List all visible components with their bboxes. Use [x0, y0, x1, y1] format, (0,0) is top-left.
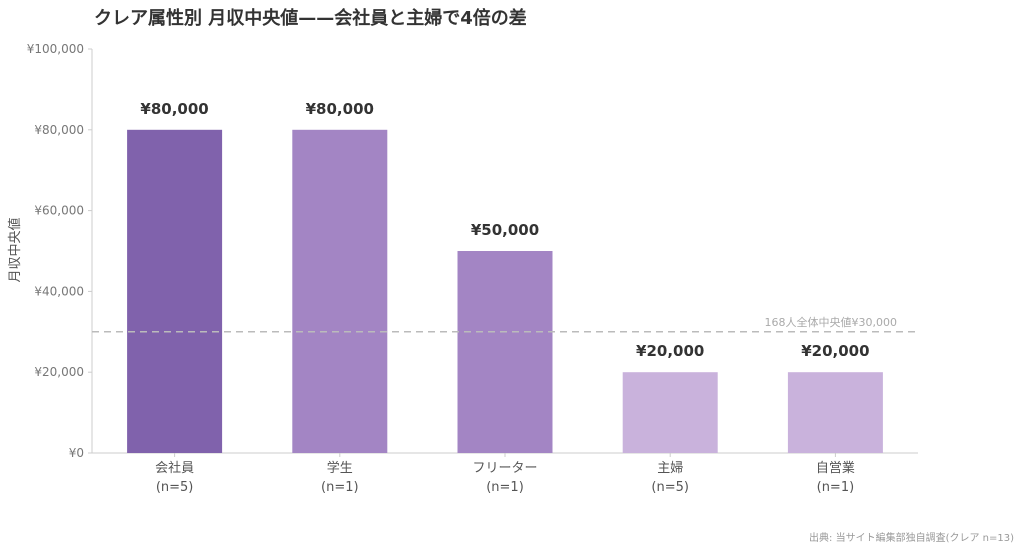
bar — [127, 129, 223, 454]
source-note: 出典: 当サイト編集部独自調査(クレア n=13) — [809, 533, 1014, 544]
y-tick-label: ¥20,000 — [34, 365, 84, 379]
bar-value-label: ¥80,000 — [140, 100, 208, 118]
x-tick-label: 主婦 — [657, 460, 683, 476]
bar — [622, 372, 718, 453]
y-tick-label: ¥80,000 — [34, 123, 84, 137]
x-tick-sublabel: (n=1) — [486, 480, 524, 495]
y-tick-label: ¥40,000 — [34, 284, 84, 298]
x-tick-label: 学生 — [327, 460, 353, 476]
y-tick-label: ¥60,000 — [34, 204, 84, 218]
bar-value-label: ¥50,000 — [471, 221, 539, 239]
bar — [292, 129, 388, 454]
x-tick-sublabel: (n=1) — [817, 480, 855, 495]
bar — [457, 251, 553, 453]
y-tick-label: ¥0 — [69, 446, 84, 460]
bar-value-label: ¥20,000 — [636, 342, 704, 360]
chart-title: クレア属性別 月収中央値——会社員と主婦で4倍の差 — [94, 8, 527, 29]
y-tick-label: ¥100,000 — [27, 42, 84, 56]
x-tick-label: フリーター — [472, 461, 537, 476]
bar — [787, 372, 883, 453]
reference-line-label: 168人全体中央値¥30,000 — [765, 315, 897, 329]
bar-value-label: ¥20,000 — [801, 342, 869, 360]
x-tick-label: 自営業 — [816, 460, 855, 476]
x-tick-sublabel: (n=5) — [651, 480, 689, 495]
x-tick-label: 会社員 — [155, 460, 194, 476]
x-tick-sublabel: (n=5) — [156, 480, 194, 495]
y-axis-label: 月収中央値 — [7, 217, 23, 282]
bar-value-label: ¥80,000 — [306, 100, 374, 118]
x-tick-sublabel: (n=1) — [321, 480, 359, 495]
